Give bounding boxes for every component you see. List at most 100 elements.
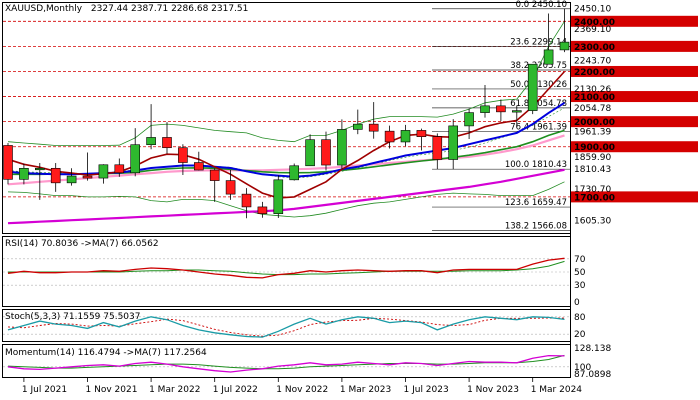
candle-bear — [416, 130, 427, 137]
candle-bull — [337, 129, 347, 166]
x-tick-label: 1 Nov 2022 — [276, 385, 328, 395]
level-tag-label: 1900.00 — [574, 143, 615, 153]
x-axis-layer: 1 Jul 2021 1 Nov 2021 1 Mar 2022 1 Jul 2022… — [22, 378, 582, 395]
fib-level-label: 123.6 1659.47 — [505, 198, 567, 208]
level-tag-box — [571, 141, 698, 153]
candle-bear — [178, 147, 188, 163]
price-tick-label: 2054.78 — [574, 104, 611, 114]
candle-bull — [146, 137, 156, 146]
x-tick-label: 1 Jul 2022 — [213, 385, 258, 395]
candle-bull — [559, 41, 570, 51]
candle-bear — [209, 169, 220, 181]
candle-bear — [368, 123, 379, 132]
stoch-tick-label: 80 — [574, 313, 586, 323]
candle-bear — [432, 136, 443, 160]
candle-bear — [114, 164, 125, 174]
candle-bear — [384, 130, 395, 143]
rsi-tick-label: 70 — [574, 255, 586, 265]
candle-bear — [50, 167, 61, 184]
momentum-tick-label: 87.0898 — [574, 370, 611, 380]
price-tick-label: 1810.43 — [574, 165, 611, 175]
candle-bull — [273, 179, 284, 214]
momentum-tick-label: 128.138 — [574, 344, 611, 354]
rsi-title: RSI(14) 70.8036 ->MA(7) 66.0562 — [5, 239, 159, 249]
level-tag-label: 2100.00 — [574, 93, 615, 103]
candle-bull — [34, 167, 45, 171]
rsi-tick-label: 30 — [574, 281, 586, 291]
price-tick-label: 2450.10 — [574, 5, 611, 15]
candle-bull — [19, 167, 29, 180]
level-tag-label: 2000.00 — [574, 118, 615, 128]
level-tag-box — [571, 15, 698, 27]
candle-bull — [305, 139, 315, 167]
candle-bull — [289, 165, 300, 181]
candle-bull — [511, 110, 522, 113]
rsi-tick-label: 0 — [574, 298, 580, 308]
stoch-layer: 80 20 — [3, 313, 586, 340]
fib-level-label: 0.0 2450.10 — [516, 0, 567, 10]
candle-bull — [66, 175, 77, 184]
momentum-line — [7, 354, 565, 373]
candle-bear — [496, 105, 506, 113]
price-tick-label: 1605.30 — [574, 217, 611, 227]
candle-bull — [98, 164, 109, 179]
price-tick-label: 1961.39 — [574, 127, 611, 137]
price-axis-layer: 2400.00 2300.00 2200.00 2100.00 2000.00 1900.… — [571, 5, 698, 227]
candle-bear — [162, 137, 172, 149]
stoch-signal-line — [7, 317, 565, 337]
x-tick-label: 1 Jul 2023 — [404, 385, 449, 395]
candle-bear — [321, 139, 331, 166]
x-tick-label: 1 Mar 2024 — [531, 385, 583, 395]
rsi-tick-label: 50 — [574, 268, 586, 278]
rsi-layer: 70 50 30 0 — [3, 255, 586, 308]
candle-bear — [82, 175, 93, 179]
ohlc-label: 2327.44 2387.71 2286.68 2317.51 — [91, 4, 248, 14]
level-tag-box — [571, 40, 698, 52]
fib-level-label: 61.8 2054.78 — [510, 99, 567, 109]
level-tag-box — [571, 91, 698, 103]
x-tick-label: 1 Nov 2023 — [467, 385, 519, 395]
level-tag-label: 2300.00 — [574, 43, 615, 53]
candle-bull — [464, 112, 474, 127]
x-tick-label: 1 Mar 2023 — [340, 385, 391, 395]
candle-bear — [194, 162, 204, 171]
fib-level-label: 23.6 2299.14 — [510, 38, 567, 48]
level-tag-label: 2400.00 — [574, 18, 615, 28]
momentum-tick-label: 100 — [574, 363, 591, 373]
candle-bull — [480, 105, 490, 113]
price-tick-label: 2130.26 — [574, 85, 611, 95]
fib-level-label: 76.4 1961.39 — [510, 122, 567, 132]
price-title: XAUUSD,Monthly 2327.44 2387.71 2286.68 2… — [5, 4, 248, 14]
level-tag-label: 2200.00 — [574, 68, 615, 78]
price-tick-label: 1859.90 — [574, 153, 611, 163]
level-tag-box — [571, 191, 698, 203]
price-tick-label: 1730.70 — [574, 185, 611, 195]
level-tag-box — [571, 116, 698, 128]
price-tick-label: 2243.70 — [574, 57, 611, 67]
candle-bear — [257, 206, 268, 214]
candle-bull — [448, 125, 459, 160]
fib-level-label: 50.0 2130.26 — [510, 80, 567, 90]
candle-bull — [527, 63, 538, 111]
trend-line — [7, 168, 565, 225]
candle-bull — [543, 49, 554, 65]
candle-bear — [3, 145, 13, 180]
candle-bear — [225, 180, 236, 195]
candles-layer — [3, 8, 570, 219]
candle-bull — [352, 123, 363, 130]
rsi-line — [7, 257, 565, 279]
stoch-main-line — [7, 316, 565, 338]
candle-bear — [241, 193, 252, 208]
momentum-title: Momentum(14) 116.4794 ->MA(7) 117.2564 — [5, 348, 207, 358]
momentum-ma-line — [7, 354, 565, 370]
x-tick-label: 1 Mar 2022 — [149, 385, 200, 395]
x-tick-label: 1 Nov 2021 — [86, 385, 138, 395]
bollinger-lower — [7, 181, 565, 218]
price-tick-label: 2369.10 — [574, 25, 611, 35]
level-tag-label: 1700.00 — [574, 193, 615, 203]
fib-level-label: 100.0 1810.43 — [505, 160, 567, 170]
candle-bull — [130, 144, 140, 174]
stoch-title: Stoch(5,3,3) 71.1559 75.5037 — [5, 312, 140, 322]
